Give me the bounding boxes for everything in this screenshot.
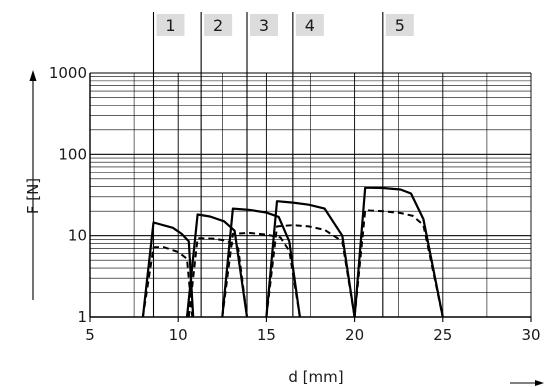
group-2-solid-curve [185,213,249,318]
x-axis-label: d [mm] [288,368,343,386]
x-tick-label: 15 [257,326,276,344]
group-1-tab [156,14,185,36]
x-tick-label: 25 [433,326,452,344]
tick-labels: 5 10 15 20 25 30 1 10 100 1000 [49,64,541,344]
curves [141,186,444,318]
group-4-solid-curve [265,200,356,318]
y-tick-label: 1000 [49,64,87,82]
y-tick-label: 1 [77,308,87,326]
x-tick-label: 5 [85,326,95,344]
x-tick-label: 30 [521,326,540,344]
group-3-label: 3 [259,16,269,35]
group-5-label: 5 [395,16,405,35]
group-3-tab [249,14,278,36]
group-3-dashed-curve [221,231,301,318]
group-4-tab [295,14,324,36]
group-1-label: 1 [165,16,175,35]
x-axis-arrow-head [535,380,544,386]
y-tick-label: 10 [68,227,87,245]
group-4-label: 4 [305,16,315,35]
group-5-dashed-curve [353,209,444,318]
grid [89,72,532,318]
x-tick-label: 10 [169,326,188,344]
y-axis-label: F [N] [24,178,42,214]
group-2-label: 2 [213,16,223,35]
group-2-tab [204,14,233,36]
group-1-solid-curve [141,221,195,318]
x-tick-label: 20 [345,326,364,344]
group-3-solid-curve [221,207,301,318]
group-markers: 1 2 3 4 5 [152,12,414,317]
y-tick-label: 100 [58,145,87,163]
group-5-tab [385,14,414,36]
axes [29,70,544,386]
group-5-solid-curve [353,186,444,318]
y-axis-arrow-head [29,70,37,81]
